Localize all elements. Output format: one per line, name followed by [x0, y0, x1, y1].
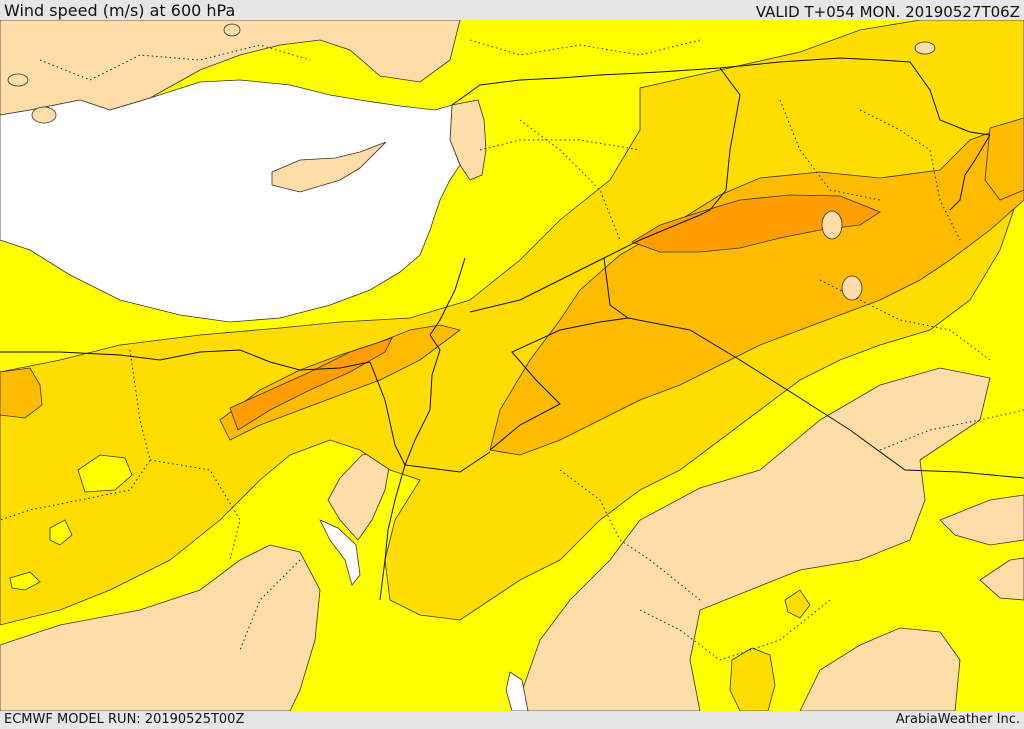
footer-bar: ECMWF MODEL RUN: 20190525T00Z ArabiaWeat… — [0, 711, 1024, 729]
weather-map[interactable] — [0, 20, 1024, 711]
yellow-hole-3 — [9, 571, 41, 591]
calm-area-southeast — [799, 627, 961, 711]
amber-blob-ne — [984, 117, 1024, 201]
calm-area-east — [939, 494, 1024, 546]
calm-area-farright — [979, 557, 1024, 601]
map-title: Wind speed (m/s) at 600 hPa — [4, 1, 236, 20]
calm-area-egypt — [0, 544, 321, 711]
yellow-hole-2 — [49, 519, 73, 546]
orange-band-west — [229, 337, 393, 431]
small-features — [7, 23, 936, 301]
cyprus-island — [271, 141, 387, 193]
model-run-label: ECMWF MODEL RUN: 20190525T00Z — [4, 712, 245, 727]
province-borders — [0, 39, 1024, 661]
orange-band-core — [631, 194, 881, 253]
valid-time: VALID T+054 MON. 20190527T06Z — [755, 3, 1020, 21]
gold-south-2 — [784, 589, 811, 619]
header-bar: Wind speed (m/s) at 600 hPa VALID T+054 … — [0, 0, 1024, 20]
gold-south — [729, 647, 776, 711]
amber-band-west — [219, 324, 461, 441]
gulf-of-aqaba — [505, 671, 529, 711]
mediterranean-sea — [0, 79, 461, 323]
amber-band-main — [489, 119, 1024, 456]
gold-band-main — [0, 20, 1024, 626]
gulf-of-suez — [319, 519, 361, 586]
yellow-hole — [77, 454, 133, 493]
credit-label: ArabiaWeather Inc. — [895, 712, 1020, 727]
country-borders — [0, 57, 1024, 601]
amber-blob-west — [0, 367, 43, 419]
